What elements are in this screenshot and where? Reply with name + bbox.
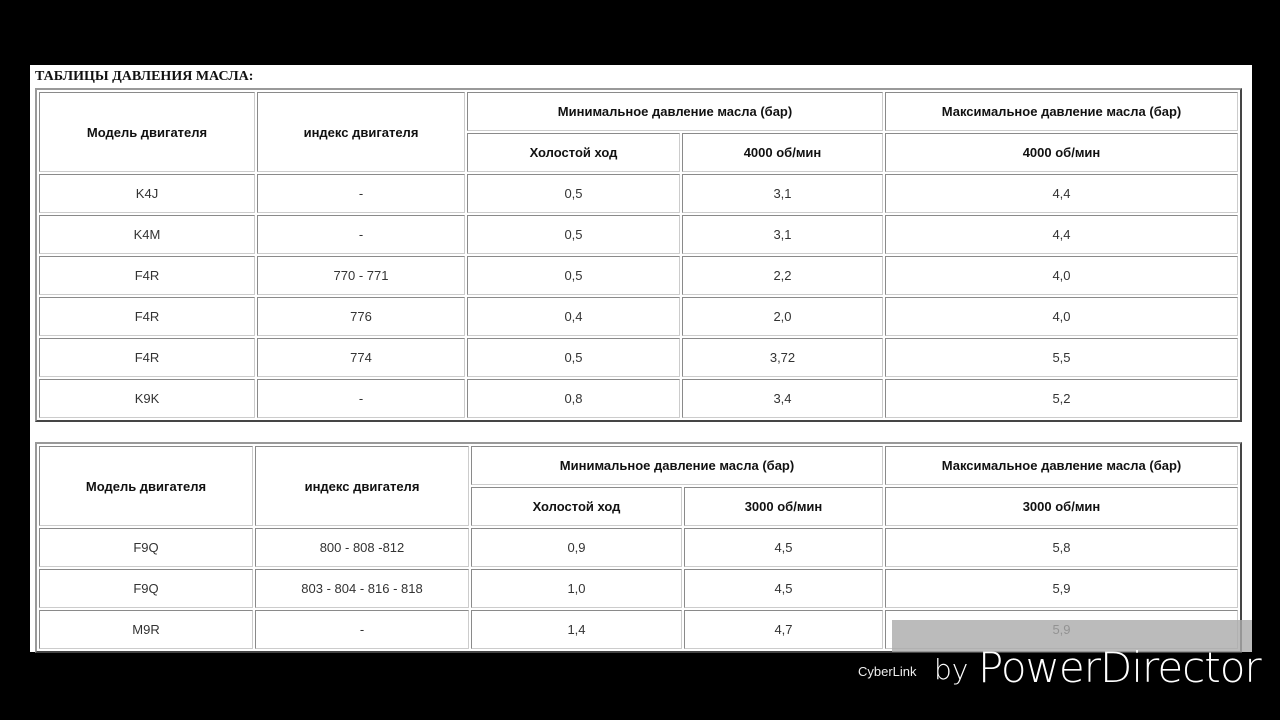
cell-idle: 0,5 <box>467 215 680 254</box>
table-row: F9Q 800 - 808 -812 0,9 4,5 5,8 <box>39 528 1238 567</box>
header-rpm-max: 4000 об/мин <box>885 133 1238 172</box>
cell-index: - <box>257 174 465 213</box>
cell-rpm-min: 3,4 <box>682 379 883 418</box>
table-row: F4R 770 - 771 0,5 2,2 4,0 <box>39 256 1238 295</box>
header-rpm-min: 3000 об/мин <box>684 487 883 526</box>
cell-rpm-max: 4,4 <box>885 174 1238 213</box>
header-max-pressure: Максимальное давление масла (бар) <box>885 92 1238 131</box>
cell-rpm-min: 3,1 <box>682 174 883 213</box>
header-rpm-max: 3000 об/мин <box>885 487 1238 526</box>
cell-rpm-min: 3,72 <box>682 338 883 377</box>
cell-index: 800 - 808 -812 <box>255 528 469 567</box>
cell-index: 803 - 804 - 816 - 818 <box>255 569 469 608</box>
cell-rpm-min: 4,7 <box>684 610 883 649</box>
cell-idle: 0,9 <box>471 528 682 567</box>
header-idle: Холостой ход <box>467 133 680 172</box>
cell-index: - <box>257 379 465 418</box>
header-model: Модель двигателя <box>39 446 253 526</box>
header-index: индекс двигателя <box>255 446 469 526</box>
header-index: индекс двигателя <box>257 92 465 172</box>
watermark-product: PowerDirector <box>978 643 1262 692</box>
cell-model: M9R <box>39 610 253 649</box>
cell-model: F9Q <box>39 528 253 567</box>
cell-rpm-max: 4,0 <box>885 297 1238 336</box>
oil-pressure-table-3000: Модель двигателя индекс двигателя Минима… <box>35 442 1242 653</box>
cell-idle: 0,5 <box>467 174 680 213</box>
cell-model: F9Q <box>39 569 253 608</box>
cell-rpm-min: 2,2 <box>682 256 883 295</box>
cell-rpm-min: 4,5 <box>684 528 883 567</box>
cell-index: - <box>255 610 469 649</box>
document-page: ТАБЛИЦЫ ДАВЛЕНИЯ МАСЛА: Модель двигателя… <box>30 65 1252 653</box>
cell-index: 770 - 771 <box>257 256 465 295</box>
cell-rpm-min: 4,5 <box>684 569 883 608</box>
cell-model: K4J <box>39 174 255 213</box>
cell-model: F4R <box>39 297 255 336</box>
cell-model: K4M <box>39 215 255 254</box>
cell-idle: 1,0 <box>471 569 682 608</box>
cell-rpm-max: 5,8 <box>885 528 1238 567</box>
watermark-by: by <box>934 653 969 686</box>
table-row: K4J -0,5 3,1 4,4 <box>39 174 1238 213</box>
cell-idle: 0,5 <box>467 338 680 377</box>
header-rpm-min: 4000 об/мин <box>682 133 883 172</box>
oil-pressure-table-4000: Модель двигателя индекс двигателя Минима… <box>35 88 1242 422</box>
cell-index: 776 <box>257 297 465 336</box>
header-min-pressure: Минимальное давление масла (бар) <box>467 92 883 131</box>
watermark-brand: CyberLink <box>858 664 917 679</box>
header-model: Модель двигателя <box>39 92 255 172</box>
table-row: K9K -0,8 3,4 5,2 <box>39 379 1238 418</box>
cell-rpm-max: 4,0 <box>885 256 1238 295</box>
cell-rpm-max: 5,5 <box>885 338 1238 377</box>
table-row: F4R 776 0,4 2,0 4,0 <box>39 297 1238 336</box>
cell-rpm-max: 4,4 <box>885 215 1238 254</box>
cell-idle: 0,4 <box>467 297 680 336</box>
cell-idle: 0,5 <box>467 256 680 295</box>
page-title: ТАБЛИЦЫ ДАВЛЕНИЯ МАСЛА: <box>35 69 254 84</box>
header-idle: Холостой ход <box>471 487 682 526</box>
cell-rpm-min: 2,0 <box>682 297 883 336</box>
cell-index: 774 <box>257 338 465 377</box>
cell-rpm-max: 5,2 <box>885 379 1238 418</box>
table-row: K4M -0,5 3,1 4,4 <box>39 215 1238 254</box>
cell-rpm-max: 5,9 <box>885 569 1238 608</box>
cell-model: F4R <box>39 256 255 295</box>
cell-rpm-min: 3,1 <box>682 215 883 254</box>
header-min-pressure: Минимальное давление масла (бар) <box>471 446 883 485</box>
cell-model: F4R <box>39 338 255 377</box>
cell-idle: 1,4 <box>471 610 682 649</box>
header-max-pressure: Максимальное давление масла (бар) <box>885 446 1238 485</box>
table-row: F9Q 803 - 804 - 816 - 818 1,0 4,5 5,9 <box>39 569 1238 608</box>
cell-index: - <box>257 215 465 254</box>
table-row: F4R 774 0,5 3,72 5,5 <box>39 338 1238 377</box>
cell-model: K9K <box>39 379 255 418</box>
watermark-bar <box>892 620 1252 652</box>
cell-idle: 0,8 <box>467 379 680 418</box>
